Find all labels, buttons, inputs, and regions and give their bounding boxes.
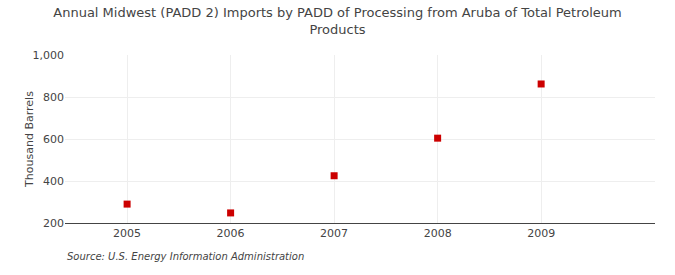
svg-text:800: 800 bbox=[43, 91, 64, 104]
svg-text:Annual Midwest (PADD 2) Import: Annual Midwest (PADD 2) Imports by PADD … bbox=[53, 5, 621, 37]
svg-text:1,000: 1,000 bbox=[33, 49, 65, 62]
svg-text:600: 600 bbox=[43, 133, 64, 146]
svg-text:2006: 2006 bbox=[217, 227, 245, 240]
svg-text:2007: 2007 bbox=[320, 227, 348, 240]
svg-text:2005: 2005 bbox=[113, 227, 141, 240]
svg-text:2008: 2008 bbox=[424, 227, 452, 240]
svg-text:200: 200 bbox=[43, 217, 64, 230]
svg-text:2009: 2009 bbox=[527, 227, 555, 240]
svg-text:400: 400 bbox=[43, 175, 64, 188]
svg-text:Thousand Barrels: Thousand Barrels bbox=[23, 91, 36, 188]
svg-text:Source: U.S. Energy Informatio: Source: U.S. Energy Information Administ… bbox=[67, 251, 304, 262]
